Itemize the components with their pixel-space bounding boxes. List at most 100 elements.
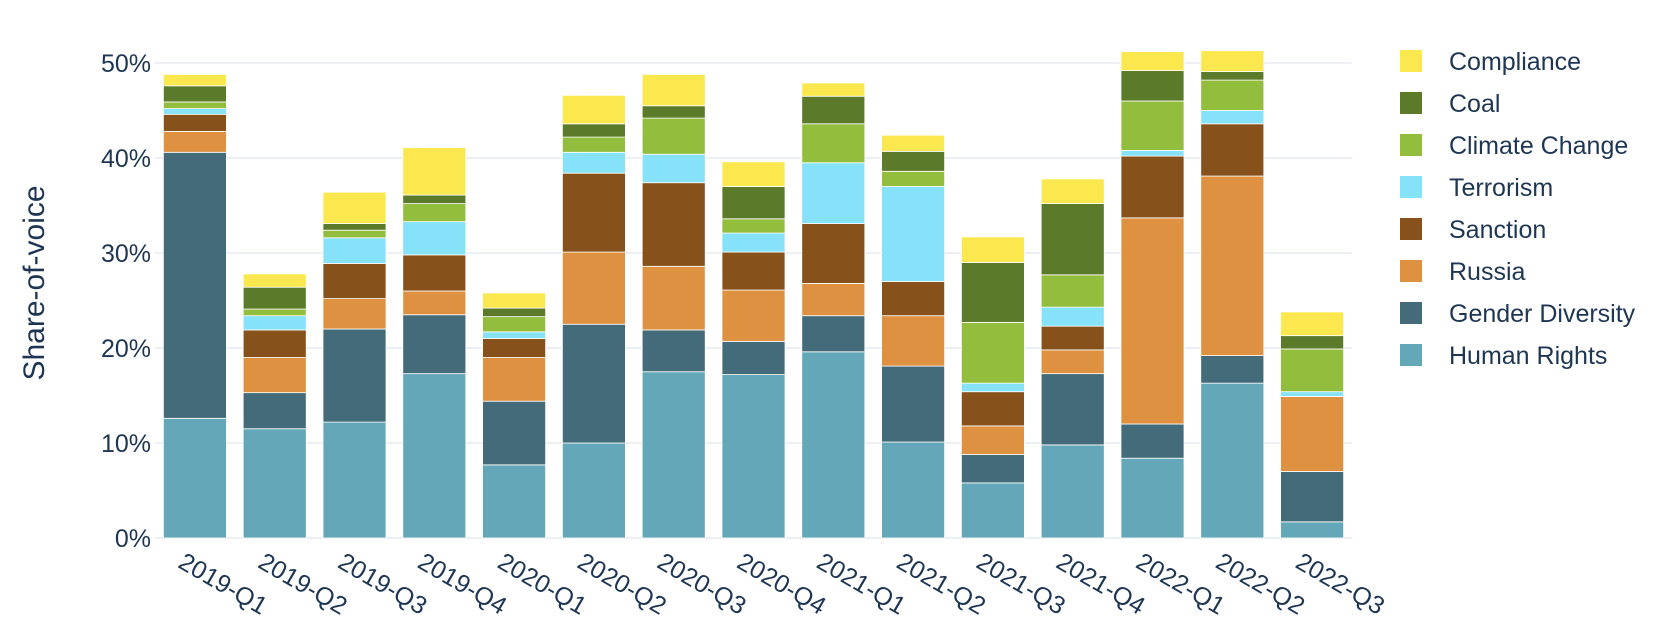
- bar-segment-gender-diversity[interactable]: [561, 323, 626, 444]
- bar-segment-coal[interactable]: [322, 223, 387, 231]
- bar-segment-terrorism[interactable]: [1040, 306, 1105, 327]
- bar-segment-compliance[interactable]: [1200, 50, 1265, 72]
- bar-segment-coal[interactable]: [801, 95, 866, 125]
- bar-segment-terrorism[interactable]: [242, 315, 307, 331]
- bar-segment-terrorism[interactable]: [322, 237, 387, 264]
- bar-segment-compliance[interactable]: [960, 236, 1025, 263]
- legend-item-sanction[interactable]: Sanction: [1400, 216, 1546, 244]
- bar-segment-russia[interactable]: [801, 282, 866, 317]
- bar-segment-terrorism[interactable]: [721, 232, 786, 253]
- bar-segment-terrorism[interactable]: [641, 153, 706, 184]
- bar-segment-sanction[interactable]: [641, 182, 706, 267]
- bar-segment-terrorism[interactable]: [801, 162, 866, 224]
- bar-segment-compliance[interactable]: [1280, 311, 1345, 337]
- bar-segment-terrorism[interactable]: [402, 221, 467, 256]
- bar-segment-coal[interactable]: [1120, 70, 1185, 102]
- bar-segment-gender-diversity[interactable]: [402, 314, 467, 375]
- bar-segment-gender-diversity[interactable]: [801, 315, 866, 353]
- bar-segment-russia[interactable]: [322, 298, 387, 330]
- bar-segment-russia[interactable]: [402, 290, 467, 316]
- bar-segment-coal[interactable]: [1200, 71, 1265, 81]
- bar-segment-terrorism[interactable]: [1200, 110, 1265, 125]
- bar-segment-russia[interactable]: [1200, 175, 1265, 357]
- bar-segment-russia[interactable]: [482, 357, 547, 402]
- bar-segment-gender-diversity[interactable]: [162, 151, 227, 419]
- bar-segment-terrorism[interactable]: [162, 108, 227, 115]
- bar-segment-terrorism[interactable]: [881, 186, 946, 282]
- bar-segment-sanction[interactable]: [721, 251, 786, 291]
- bar-segment-russia[interactable]: [1120, 217, 1185, 425]
- bar-segment-sanction[interactable]: [1040, 325, 1105, 351]
- bar-segment-human-rights[interactable]: [561, 442, 626, 539]
- bar-segment-gender-diversity[interactable]: [960, 453, 1025, 484]
- bar-segment-human-rights[interactable]: [1200, 382, 1265, 539]
- legend-item-compliance[interactable]: Compliance: [1400, 48, 1581, 76]
- bar-segment-compliance[interactable]: [721, 161, 786, 187]
- bar-segment-climate-change[interactable]: [881, 170, 946, 187]
- bar-segment-terrorism[interactable]: [561, 151, 626, 174]
- bar-segment-human-rights[interactable]: [402, 373, 467, 539]
- bar-segment-climate-change[interactable]: [1120, 100, 1185, 151]
- bar-segment-climate-change[interactable]: [801, 123, 866, 164]
- bar-segment-human-rights[interactable]: [482, 464, 547, 539]
- bar-segment-sanction[interactable]: [162, 113, 227, 132]
- bar-segment-gender-diversity[interactable]: [1120, 423, 1185, 459]
- bar-segment-terrorism[interactable]: [960, 382, 1025, 393]
- bar-segment-human-rights[interactable]: [1120, 457, 1185, 539]
- bar-segment-gender-diversity[interactable]: [1200, 355, 1265, 384]
- bar-segment-gender-diversity[interactable]: [881, 365, 946, 443]
- bar-segment-gender-diversity[interactable]: [322, 328, 387, 423]
- bar-segment-human-rights[interactable]: [162, 417, 227, 539]
- bar-segment-coal[interactable]: [641, 105, 706, 119]
- bar-segment-sanction[interactable]: [242, 329, 307, 358]
- bar-segment-climate-change[interactable]: [1280, 348, 1345, 393]
- bar-segment-sanction[interactable]: [561, 172, 626, 253]
- bar-segment-climate-change[interactable]: [322, 229, 387, 239]
- bar-segment-sanction[interactable]: [960, 391, 1025, 427]
- bar-segment-compliance[interactable]: [1120, 51, 1185, 71]
- legend[interactable]: Compliance Coal Climate Change Terrorism San…: [1400, 48, 1636, 370]
- legend-item-gender-diversity[interactable]: Gender Diversity: [1400, 300, 1636, 328]
- bar-segment-compliance[interactable]: [801, 82, 866, 97]
- bar-segment-climate-change[interactable]: [561, 136, 626, 153]
- bar-segment-russia[interactable]: [721, 289, 786, 342]
- bar-segment-compliance[interactable]: [641, 74, 706, 107]
- bar-segment-gender-diversity[interactable]: [721, 340, 786, 376]
- bar-segment-climate-change[interactable]: [721, 218, 786, 234]
- bar-segment-compliance[interactable]: [242, 273, 307, 288]
- bar-segment-human-rights[interactable]: [801, 351, 866, 539]
- bar-segment-compliance[interactable]: [322, 191, 387, 224]
- bar-segment-sanction[interactable]: [482, 338, 547, 358]
- bar-segment-climate-change[interactable]: [242, 308, 307, 317]
- bar-segment-climate-change[interactable]: [1040, 274, 1105, 308]
- bar-segment-sanction[interactable]: [801, 223, 866, 284]
- bar-segment-climate-change[interactable]: [482, 316, 547, 333]
- bar-segment-terrorism[interactable]: [1120, 149, 1185, 157]
- bar-segment-climate-change[interactable]: [1200, 79, 1265, 111]
- bar-segment-human-rights[interactable]: [721, 374, 786, 539]
- bar-segment-human-rights[interactable]: [960, 482, 1025, 539]
- bar-segment-gender-diversity[interactable]: [641, 329, 706, 373]
- legend-item-russia[interactable]: Russia: [1400, 258, 1526, 286]
- bar-segment-compliance[interactable]: [162, 74, 227, 87]
- bar-segment-sanction[interactable]: [1200, 123, 1265, 177]
- bar-segment-climate-change[interactable]: [641, 117, 706, 155]
- bar-segment-russia[interactable]: [242, 357, 307, 394]
- bar-segment-coal[interactable]: [1040, 203, 1105, 276]
- bar-segment-russia[interactable]: [1280, 396, 1345, 472]
- bar-segment-coal[interactable]: [402, 194, 467, 205]
- bar-segment-human-rights[interactable]: [881, 441, 946, 539]
- bar-segment-compliance[interactable]: [881, 134, 946, 152]
- bar-segment-coal[interactable]: [1280, 335, 1345, 350]
- bar-segment-gender-diversity[interactable]: [1280, 471, 1345, 523]
- bar-segment-coal[interactable]: [561, 123, 626, 138]
- bar-segment-compliance[interactable]: [561, 94, 626, 125]
- bar-segment-russia[interactable]: [162, 130, 227, 153]
- legend-item-terrorism[interactable]: Terrorism: [1400, 174, 1553, 202]
- bar-segment-compliance[interactable]: [482, 292, 547, 309]
- bar-segment-coal[interactable]: [482, 307, 547, 318]
- bar-segment-gender-diversity[interactable]: [1040, 373, 1105, 446]
- bar-segment-coal[interactable]: [960, 262, 1025, 323]
- bar-segment-terrorism[interactable]: [482, 331, 547, 339]
- bar-segment-climate-change[interactable]: [960, 321, 1025, 384]
